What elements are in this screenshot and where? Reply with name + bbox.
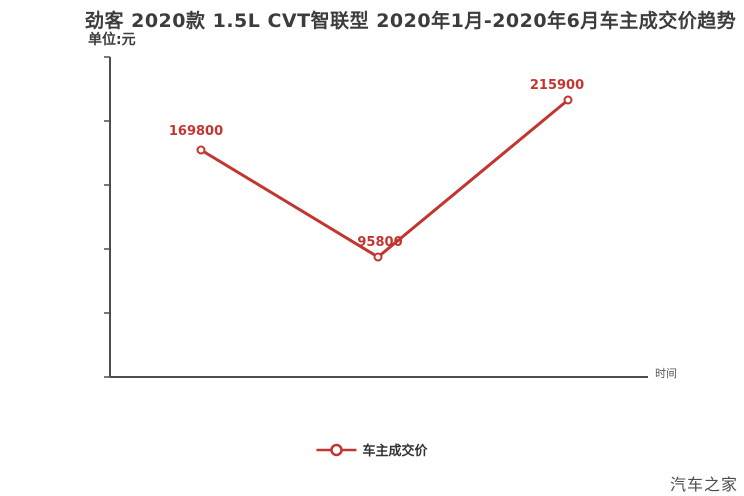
data-label-point-2: 95800 xyxy=(357,235,403,250)
data-label-point-1: 169800 xyxy=(168,124,224,139)
data-label-point-3: 215900 xyxy=(529,78,585,93)
price-trend-line xyxy=(199,98,570,259)
y-axis-unit-label: 单位:元 xyxy=(88,32,136,48)
data-point-marker xyxy=(373,252,383,262)
autohome-watermark: 汽车之家 xyxy=(669,475,738,494)
legend-item-price[interactable]: 车主成交价 xyxy=(316,440,428,459)
x-axis-title: 时间 xyxy=(655,367,677,380)
data-point-marker xyxy=(563,95,573,105)
chart-title: 劲客 2020款 1.5L CVT智联型 2020年1月-2020年6月车主成交… xyxy=(85,10,737,32)
legend-line-marker-icon xyxy=(316,443,357,456)
data-point-marker xyxy=(196,145,206,155)
y-axis-ticks xyxy=(104,56,110,378)
legend-label: 车主成交价 xyxy=(362,444,428,459)
